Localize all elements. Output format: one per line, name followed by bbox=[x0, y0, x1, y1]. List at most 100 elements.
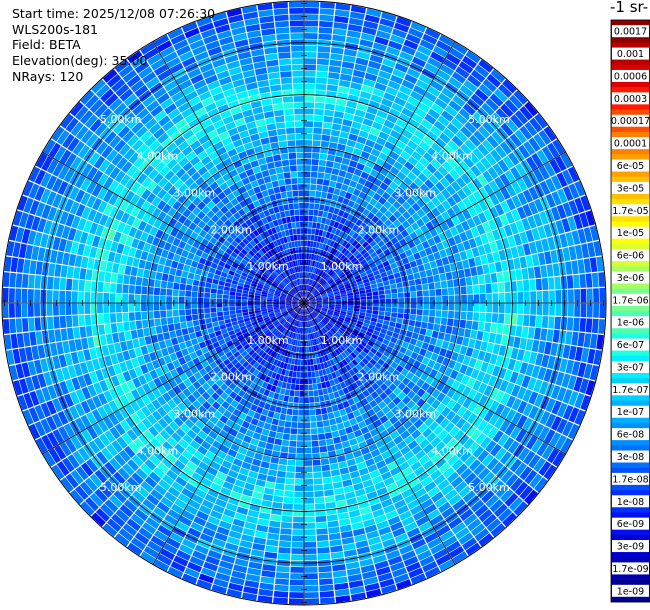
ray-gate-cell bbox=[545, 413, 557, 428]
ray-gate-cell bbox=[437, 429, 449, 441]
ray-gate-cell bbox=[210, 482, 222, 492]
ray-gate-cell bbox=[162, 474, 175, 486]
ray-gate-cell bbox=[318, 286, 324, 292]
ray-gate-cell bbox=[435, 258, 444, 267]
ray-gate-cell bbox=[183, 264, 191, 272]
ray-gate-cell bbox=[347, 244, 354, 252]
ray-gate-cell bbox=[311, 280, 316, 287]
ray-gate-cell bbox=[391, 288, 398, 294]
ray-gate-cell bbox=[287, 459, 296, 466]
ray-gate-cell bbox=[296, 321, 300, 327]
ray-gate-cell bbox=[334, 15, 349, 24]
ray-gate-cell bbox=[257, 420, 265, 428]
ray-gate-cell bbox=[248, 308, 255, 312]
ray-gate-cell bbox=[585, 380, 595, 396]
ray-gate-cell bbox=[338, 518, 351, 526]
ray-gate-cell bbox=[428, 282, 435, 290]
ray-gate-cell bbox=[291, 548, 304, 555]
ray-gate-cell bbox=[321, 243, 327, 251]
ray-gate-cell bbox=[100, 503, 115, 518]
ray-gate-cell bbox=[430, 469, 442, 481]
ray-gate-cell bbox=[310, 303, 316, 305]
ray-gate-cell bbox=[86, 412, 97, 425]
ray-gate-cell bbox=[489, 400, 500, 413]
ray-gate-cell bbox=[387, 366, 395, 374]
ray-gate-cell bbox=[169, 421, 180, 432]
ray-gate-cell bbox=[366, 309, 373, 314]
ray-gate-cell bbox=[325, 380, 331, 388]
ray-gate-cell bbox=[488, 263, 496, 274]
ray-gate-cell bbox=[465, 425, 477, 437]
ray-gate-cell bbox=[464, 472, 477, 485]
ray-gate-cell bbox=[318, 242, 324, 250]
ray-gate-cell bbox=[431, 388, 441, 399]
ray-gate-cell bbox=[80, 414, 92, 429]
ray-gate-cell bbox=[299, 397, 304, 404]
ray-gate-cell bbox=[531, 253, 540, 267]
ray-gate-cell bbox=[358, 331, 366, 338]
ray-gate-cell bbox=[421, 204, 431, 214]
ray-gate-cell bbox=[363, 518, 376, 528]
ray-gate-cell bbox=[321, 464, 331, 472]
ray-gate-cell bbox=[281, 355, 287, 363]
ray-gate-cell bbox=[325, 438, 334, 446]
ray-gate-cell bbox=[562, 202, 573, 217]
ray-gate-cell bbox=[328, 142, 338, 150]
ray-gate-cell bbox=[377, 318, 384, 324]
ray-gate-cell bbox=[384, 219, 393, 227]
ray-gate-cell bbox=[486, 117, 500, 130]
ray-gate-cell bbox=[397, 215, 406, 224]
ray-gate-cell bbox=[410, 90, 423, 102]
ray-gate-cell bbox=[498, 292, 505, 303]
ray-gate-cell bbox=[241, 328, 248, 334]
ray-gate-cell bbox=[386, 425, 396, 435]
ray-gate-cell bbox=[310, 365, 315, 372]
ray-gate-cell bbox=[185, 340, 193, 348]
ray-gate-cell bbox=[162, 403, 172, 414]
ray-gate-cell bbox=[342, 543, 356, 551]
ray-gate-cell bbox=[352, 232, 359, 240]
ray-gate-cell bbox=[313, 254, 317, 261]
ray-gate-cell bbox=[314, 364, 319, 371]
ray-gate-cell bbox=[511, 384, 521, 397]
ray-gate-cell bbox=[359, 309, 366, 313]
ray-gate-cell bbox=[84, 280, 92, 292]
ray-gate-cell bbox=[195, 349, 203, 357]
ray-gate-cell bbox=[332, 314, 339, 318]
ray-gate-cell bbox=[505, 409, 517, 422]
ray-gate-cell bbox=[233, 564, 248, 574]
ray-gate-cell bbox=[381, 450, 392, 460]
ray-gate-cell bbox=[418, 73, 433, 85]
ray-gate-cell bbox=[350, 515, 362, 524]
ray-gate-cell bbox=[390, 34, 405, 45]
ray-gate-cell bbox=[511, 181, 522, 194]
ray-gate-cell bbox=[259, 582, 274, 591]
ray-gate-cell bbox=[497, 433, 509, 447]
ray-gate-cell bbox=[359, 91, 372, 100]
ray-gate-cell bbox=[164, 258, 173, 267]
ray-gate-cell bbox=[180, 423, 191, 434]
ray-gate-cell bbox=[405, 410, 415, 420]
ray-gate-cell bbox=[296, 371, 301, 378]
ray-gate-cell bbox=[420, 498, 434, 510]
ray-gate-cell bbox=[429, 303, 436, 310]
ray-gate-cell bbox=[370, 232, 379, 240]
ray-gate-cell bbox=[374, 274, 382, 280]
ray-gate-cell bbox=[373, 330, 380, 336]
ray-gate-cell bbox=[416, 398, 426, 408]
ray-gate-cell bbox=[269, 463, 279, 471]
ray-gate-cell bbox=[155, 325, 163, 334]
ray-gate-cell bbox=[118, 264, 126, 275]
ray-gate-cell bbox=[406, 33, 421, 45]
ray-gate-cell bbox=[304, 309, 306, 315]
ray-gate-cell bbox=[368, 443, 378, 452]
ray-gate-cell bbox=[475, 161, 487, 174]
ray-gate-cell bbox=[276, 360, 282, 367]
ray-gate-cell bbox=[426, 432, 437, 443]
ray-gate-cell bbox=[136, 386, 146, 397]
ray-gate-cell bbox=[123, 499, 138, 513]
ray-gate-cell bbox=[495, 484, 509, 498]
ray-gate-cell bbox=[378, 492, 391, 502]
ray-gate-cell bbox=[443, 450, 455, 462]
ray-gate-cell bbox=[483, 352, 492, 363]
